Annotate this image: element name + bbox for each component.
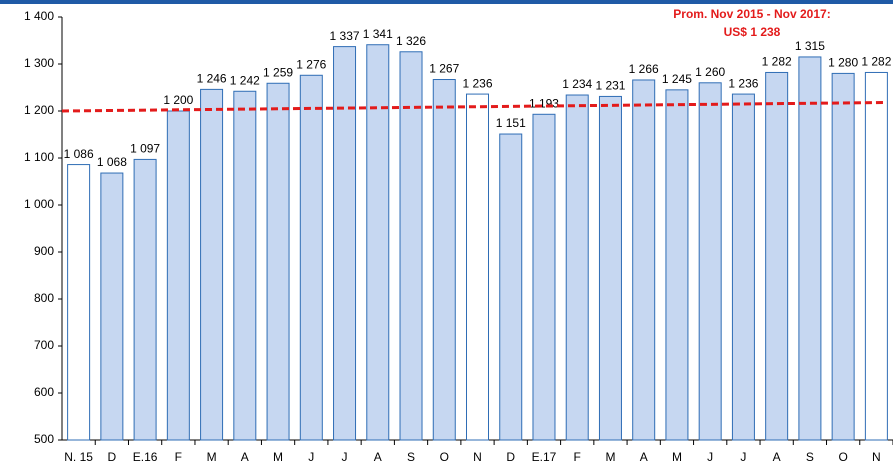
value-label: 1 193 <box>529 96 559 110</box>
x-tick-label: E.16 <box>133 450 158 464</box>
bar <box>166 110 190 441</box>
x-tick-label: A <box>640 450 648 464</box>
value-label: 1 259 <box>263 65 293 79</box>
value-label: 1 068 <box>97 155 127 169</box>
x-tick-label: F <box>175 450 182 464</box>
bar <box>399 51 423 441</box>
value-label: 1 280 <box>828 56 858 70</box>
bar <box>466 93 489 441</box>
value-label: 1 234 <box>562 77 592 91</box>
bar <box>565 94 589 441</box>
bar <box>266 82 290 441</box>
x-tick-label: F <box>574 450 581 464</box>
trend-line <box>61 101 884 113</box>
value-label: 1 245 <box>662 72 692 86</box>
bar <box>499 133 523 441</box>
x-tick-label: M <box>605 450 615 464</box>
x-tick-label: J <box>707 450 713 464</box>
bar <box>765 71 789 441</box>
bar <box>731 93 755 441</box>
x-tick-label: D <box>506 450 515 464</box>
value-label: 1 097 <box>130 142 160 156</box>
value-label: 1 326 <box>396 34 426 48</box>
top-strip <box>0 0 893 4</box>
x-tick-label: O <box>440 450 449 464</box>
value-label: 1 315 <box>795 39 825 53</box>
y-tick-label: 1 100 <box>24 150 54 164</box>
value-label: 1 236 <box>462 76 492 90</box>
value-label: 1 282 <box>861 55 891 69</box>
x-tick-label: J <box>308 450 314 464</box>
y-tick-label: 1 400 <box>24 9 54 23</box>
x-tick-label: A <box>241 450 249 464</box>
y-tick-label: 1 200 <box>24 103 54 117</box>
value-label: 1 260 <box>695 65 725 79</box>
bar <box>432 79 456 441</box>
value-label: 1 282 <box>762 55 792 69</box>
y-tick-label: 600 <box>34 385 54 399</box>
x-tick-label: M <box>273 450 283 464</box>
bar <box>798 56 822 441</box>
value-label: 1 341 <box>363 27 393 41</box>
value-label: 1 337 <box>330 29 360 43</box>
x-tick-label: J <box>740 450 746 464</box>
x-tick-label: A <box>374 450 382 464</box>
y-tick-label: 1 000 <box>24 197 54 211</box>
annotation: US$ 1 238 <box>724 25 781 39</box>
bar <box>831 72 855 441</box>
bar <box>665 89 689 441</box>
value-label: 1 246 <box>197 72 227 86</box>
bar <box>233 90 257 441</box>
y-tick-label: 700 <box>34 338 54 352</box>
bar <box>598 95 622 441</box>
value-label: 1 200 <box>163 93 193 107</box>
value-label: 1 231 <box>595 79 625 93</box>
y-tick-label: 800 <box>34 291 54 305</box>
bar <box>532 113 556 441</box>
value-label: 1 276 <box>296 57 326 71</box>
value-label: 1 242 <box>230 73 260 87</box>
bar <box>200 88 224 441</box>
x-tick-label: O <box>838 450 847 464</box>
bar <box>333 46 357 441</box>
y-tick-label: 500 <box>34 432 54 446</box>
y-tick-label: 1 300 <box>24 56 54 70</box>
x-tick-label: S <box>806 450 814 464</box>
x-tick-label: E.17 <box>532 450 557 464</box>
annotation: Prom. Nov 2015 - Nov 2017: <box>673 7 830 21</box>
bar <box>864 71 888 441</box>
x-tick-label: J <box>342 450 348 464</box>
value-label: 1 086 <box>64 147 94 161</box>
y-tick-label: 900 <box>34 244 54 258</box>
x-tick-label: N <box>473 450 482 464</box>
value-label: 1 151 <box>496 116 526 130</box>
bar <box>366 44 390 441</box>
x-tick-label: D <box>108 450 117 464</box>
bar <box>299 74 323 441</box>
x-tick-label: A <box>773 450 781 464</box>
value-label: 1 267 <box>429 62 459 76</box>
x-tick-label: N. 15 <box>64 450 93 464</box>
bar <box>632 79 656 441</box>
value-label: 1 236 <box>728 76 758 90</box>
x-tick-label: M <box>207 450 217 464</box>
x-tick-label: M <box>672 450 682 464</box>
bar <box>698 82 722 441</box>
bar <box>67 164 91 441</box>
x-tick-label: S <box>407 450 415 464</box>
bar <box>100 172 124 441</box>
bar <box>133 158 157 441</box>
x-tick-label: N <box>872 450 881 464</box>
value-label: 1 266 <box>629 62 659 76</box>
